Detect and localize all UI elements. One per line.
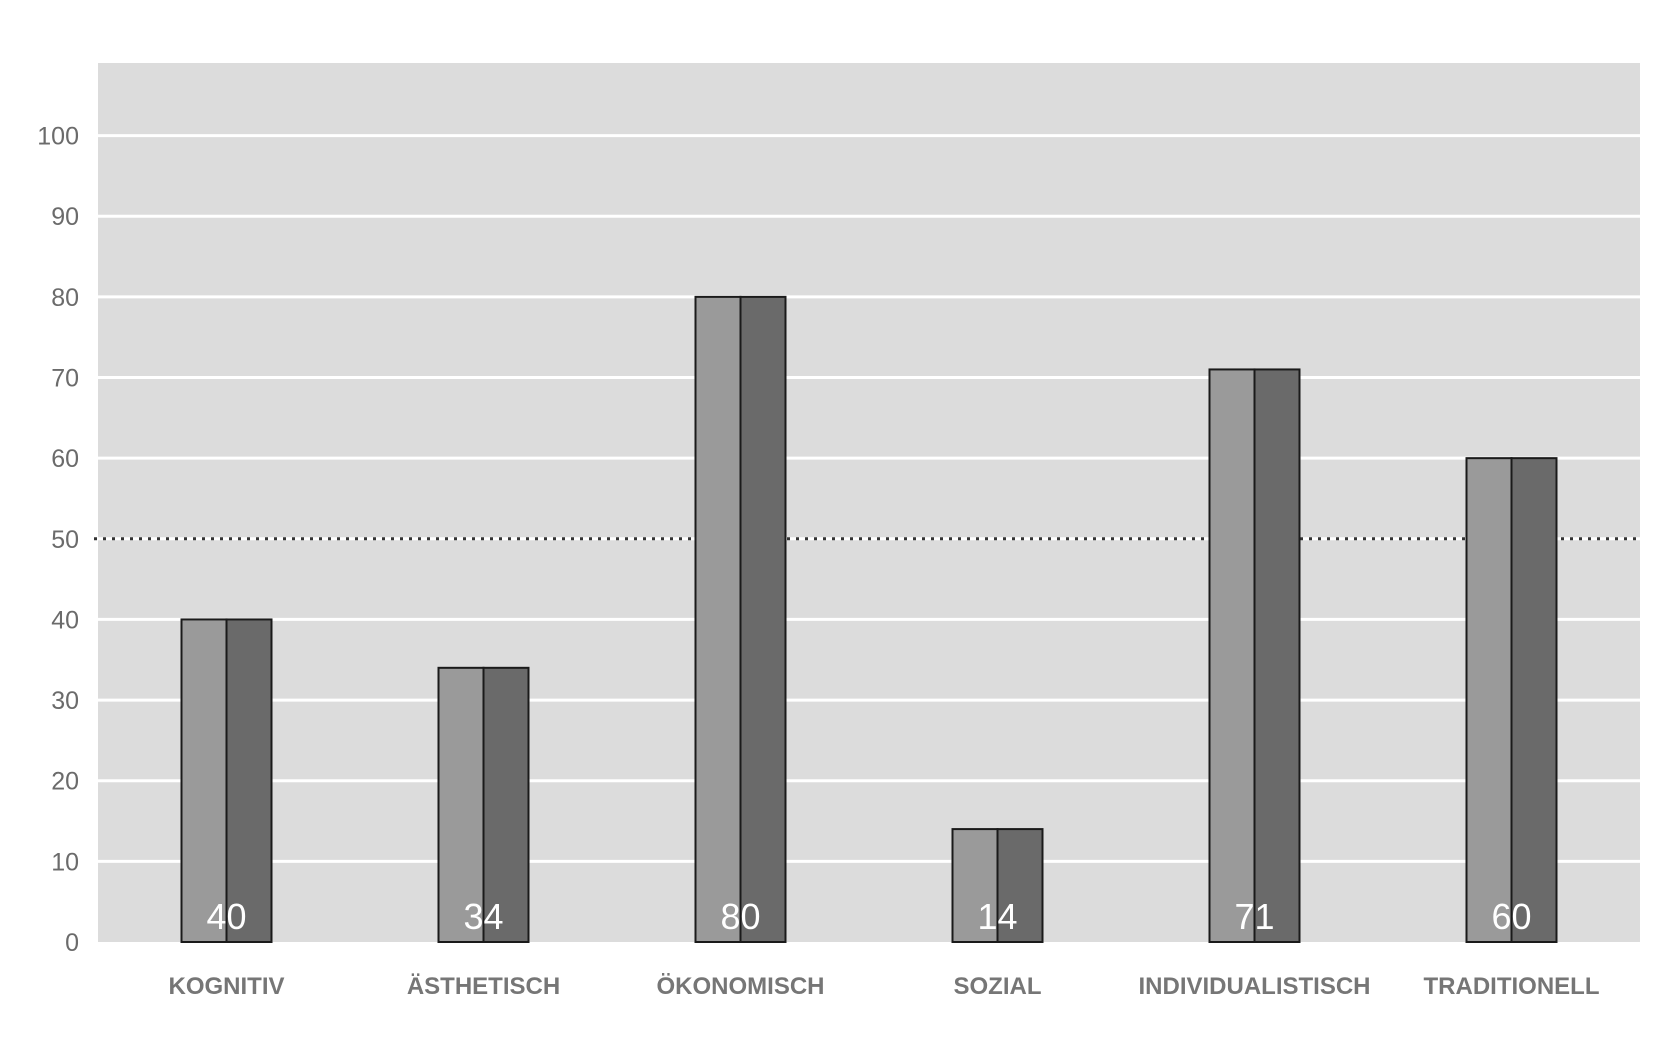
y-tick-label: 10 xyxy=(51,848,79,876)
bar xyxy=(1510,457,1558,943)
y-tick-label: 70 xyxy=(51,365,79,393)
data-label: 40 xyxy=(206,896,246,937)
data-label: 80 xyxy=(720,896,760,937)
y-tick-label: 20 xyxy=(51,768,79,796)
y-tick-label: 30 xyxy=(51,687,79,715)
bar xyxy=(694,295,742,944)
bar xyxy=(482,666,530,943)
y-tick-label: 90 xyxy=(51,203,79,231)
bar xyxy=(225,618,273,944)
bar xyxy=(1465,457,1513,943)
y-tick-label: 60 xyxy=(51,445,79,473)
x-category-label: ÄSTHETISCH xyxy=(407,973,560,1000)
y-tick-label: 100 xyxy=(37,123,79,151)
data-label: 71 xyxy=(1234,896,1274,937)
x-category-label: INDIVIDUALISTISCH xyxy=(1138,973,1370,1000)
bar xyxy=(739,295,787,944)
y-axis-ticks: 0 10 20 30 40 50 60 70 80 90 100 xyxy=(37,123,79,957)
bar xyxy=(951,828,999,943)
bar xyxy=(437,666,485,943)
bars xyxy=(180,295,1558,944)
category-labels: KOGNITIV ÄSTHETISCH ÖKONOMISCH SOZIAL INDIVI… xyxy=(168,973,1599,1000)
y-tick-label: 50 xyxy=(51,526,79,554)
y-tick-label: 40 xyxy=(51,606,79,634)
y-tick-label: 80 xyxy=(51,284,79,312)
bar xyxy=(1253,368,1301,943)
data-label: 60 xyxy=(1491,896,1531,937)
bar xyxy=(180,618,228,944)
data-labels: 40 34 80 14 71 60 xyxy=(206,896,1531,937)
x-category-label: TRADITIONELL xyxy=(1424,973,1600,1000)
bar xyxy=(996,828,1044,943)
x-category-label: KOGNITIV xyxy=(168,973,284,1000)
y-tick-label: 0 xyxy=(65,929,79,957)
bar xyxy=(1208,368,1256,943)
plot-area xyxy=(98,63,1640,942)
data-label: 14 xyxy=(977,896,1017,937)
x-category-label: SOZIAL xyxy=(954,973,1042,1000)
data-label: 34 xyxy=(463,896,503,937)
x-category-label: ÖKONOMISCH xyxy=(657,973,825,1000)
